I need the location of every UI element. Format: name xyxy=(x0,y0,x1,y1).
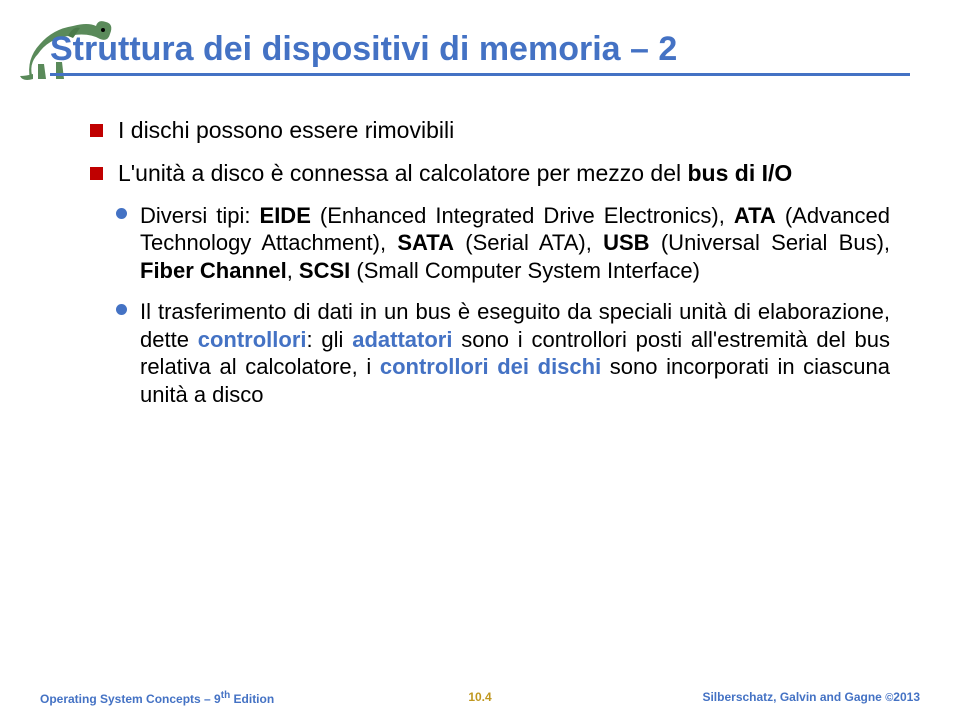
slide-content: I dischi possono essere rimovibili L'uni… xyxy=(90,116,890,408)
subbullet-1: Diversi tipi: EIDE (Enhanced Integrated … xyxy=(116,202,890,285)
slide: Struttura dei dispositivi di memoria – 2… xyxy=(0,0,960,726)
footer-left-post: Edition xyxy=(230,692,274,706)
sb1-t4: (Universal Serial Bus), xyxy=(650,230,890,255)
bullet-2: L'unità a disco è connessa al calcolator… xyxy=(90,159,890,188)
footer-page-number: 10.4 xyxy=(468,690,491,704)
sb1-eide: EIDE xyxy=(260,203,311,228)
sb2-controllori: controllori xyxy=(198,327,307,352)
footer-right-pre: Silberschatz, Galvin and Gagne xyxy=(702,690,885,704)
sb2-mid: : gli xyxy=(307,327,353,352)
dot-bullet-icon xyxy=(116,304,127,315)
sb1-t1: (Enhanced Integrated Drive Electronics), xyxy=(311,203,734,228)
square-bullet-icon xyxy=(90,167,103,180)
footer: Operating System Concepts – 9th Edition … xyxy=(0,690,960,710)
sb1-scsi: SCSI xyxy=(299,258,350,283)
footer-left: Operating System Concepts – 9th Edition xyxy=(40,690,274,706)
sb1-t6: (Small Computer System Interface) xyxy=(350,258,700,283)
bullet-1-text: I dischi possono essere rimovibili xyxy=(118,117,454,143)
square-bullet-icon xyxy=(90,124,103,137)
footer-right: Silberschatz, Galvin and Gagne ©2013 xyxy=(702,690,920,704)
sb1-fc: Fiber Channel xyxy=(140,258,287,283)
slide-title: Struttura dei dispositivi di memoria – 2 xyxy=(50,30,910,76)
footer-left-pre: Operating System Concepts – 9 xyxy=(40,692,221,706)
footer-right-year: 2013 xyxy=(893,690,920,704)
footer-left-sup: th xyxy=(221,690,230,701)
bullet-2-text: L'unità a disco è connessa al calcolator… xyxy=(118,160,688,186)
sb2-controllori-dischi: controllori dei dischi xyxy=(380,354,601,379)
sb1-t5: , xyxy=(287,258,299,283)
subbullet-2: Il trasferimento di dati in un bus è ese… xyxy=(116,298,890,408)
sb1-usb: USB xyxy=(603,230,649,255)
dot-bullet-icon xyxy=(116,208,127,219)
bullet-2-bold: bus di I/O xyxy=(688,160,793,186)
sb1-ata: ATA xyxy=(734,203,776,228)
sb1-t3: (Serial ATA), xyxy=(454,230,603,255)
bullet-1: I dischi possono essere rimovibili xyxy=(90,116,890,145)
sb1-pre: Diversi tipi: xyxy=(140,203,260,228)
sb1-sata: SATA xyxy=(397,230,454,255)
sb2-adattatori: adattatori xyxy=(352,327,452,352)
